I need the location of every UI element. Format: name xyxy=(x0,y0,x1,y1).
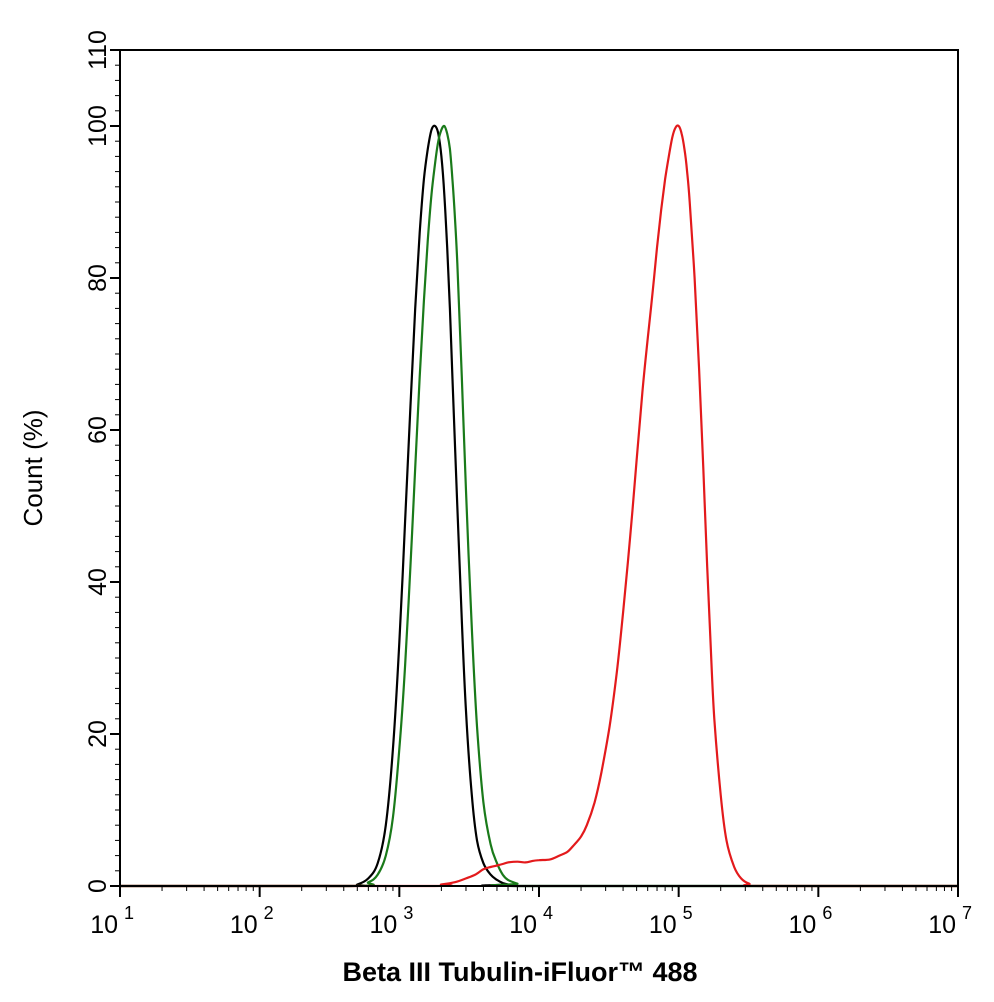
x-tick-base: 10 xyxy=(509,911,537,939)
y-axis-label: Count (%) xyxy=(18,409,48,526)
x-tick-label: 10 7 xyxy=(928,903,972,939)
y-tick-label: 40 xyxy=(84,568,112,596)
plot-frame xyxy=(119,49,959,887)
y-axis: 0 20 40 60 80 100 110 xyxy=(84,30,120,893)
x-tick-exponent: 1 xyxy=(124,903,134,923)
y-tick-label: 110 xyxy=(84,30,112,70)
x-tick-base: 10 xyxy=(370,911,398,939)
series-line-1 xyxy=(120,124,958,888)
x-axis-label: Beta III Tubulin-iFluor™ 488 xyxy=(342,957,697,987)
y-tick-label: 0 xyxy=(84,879,112,893)
y-tick-label: 60 xyxy=(84,416,112,444)
x-tick-base: 10 xyxy=(90,911,118,939)
x-tick-label: 10 4 xyxy=(509,903,553,939)
x-tick-label: 10 3 xyxy=(370,903,414,939)
x-tick-label: 10 1 xyxy=(90,903,134,939)
y-tick-label: 100 xyxy=(84,105,112,147)
y-tick-label: 80 xyxy=(84,264,112,292)
x-tick-label: 10 6 xyxy=(789,903,833,939)
series-group xyxy=(120,124,958,888)
y-tick-label: 20 xyxy=(84,720,112,748)
x-tick-label: 10 2 xyxy=(230,903,274,939)
series-line-2 xyxy=(120,124,958,888)
x-tick-base: 10 xyxy=(789,911,817,939)
x-tick-exponent: 3 xyxy=(403,903,413,923)
series-line-3 xyxy=(120,124,958,888)
x-tick-exponent: 2 xyxy=(264,903,274,923)
x-tick-base: 10 xyxy=(230,911,258,939)
x-axis: 10 1 10 2 10 3 10 4 10 5 10 6 10 7 xyxy=(90,886,972,939)
x-tick-exponent: 4 xyxy=(543,903,553,923)
x-tick-exponent: 6 xyxy=(822,903,832,923)
x-tick-exponent: 5 xyxy=(683,903,693,923)
x-tick-exponent: 7 xyxy=(962,903,972,923)
x-tick-base: 10 xyxy=(928,911,956,939)
x-tick-base: 10 xyxy=(649,911,677,939)
x-tick-label: 10 5 xyxy=(649,903,693,939)
